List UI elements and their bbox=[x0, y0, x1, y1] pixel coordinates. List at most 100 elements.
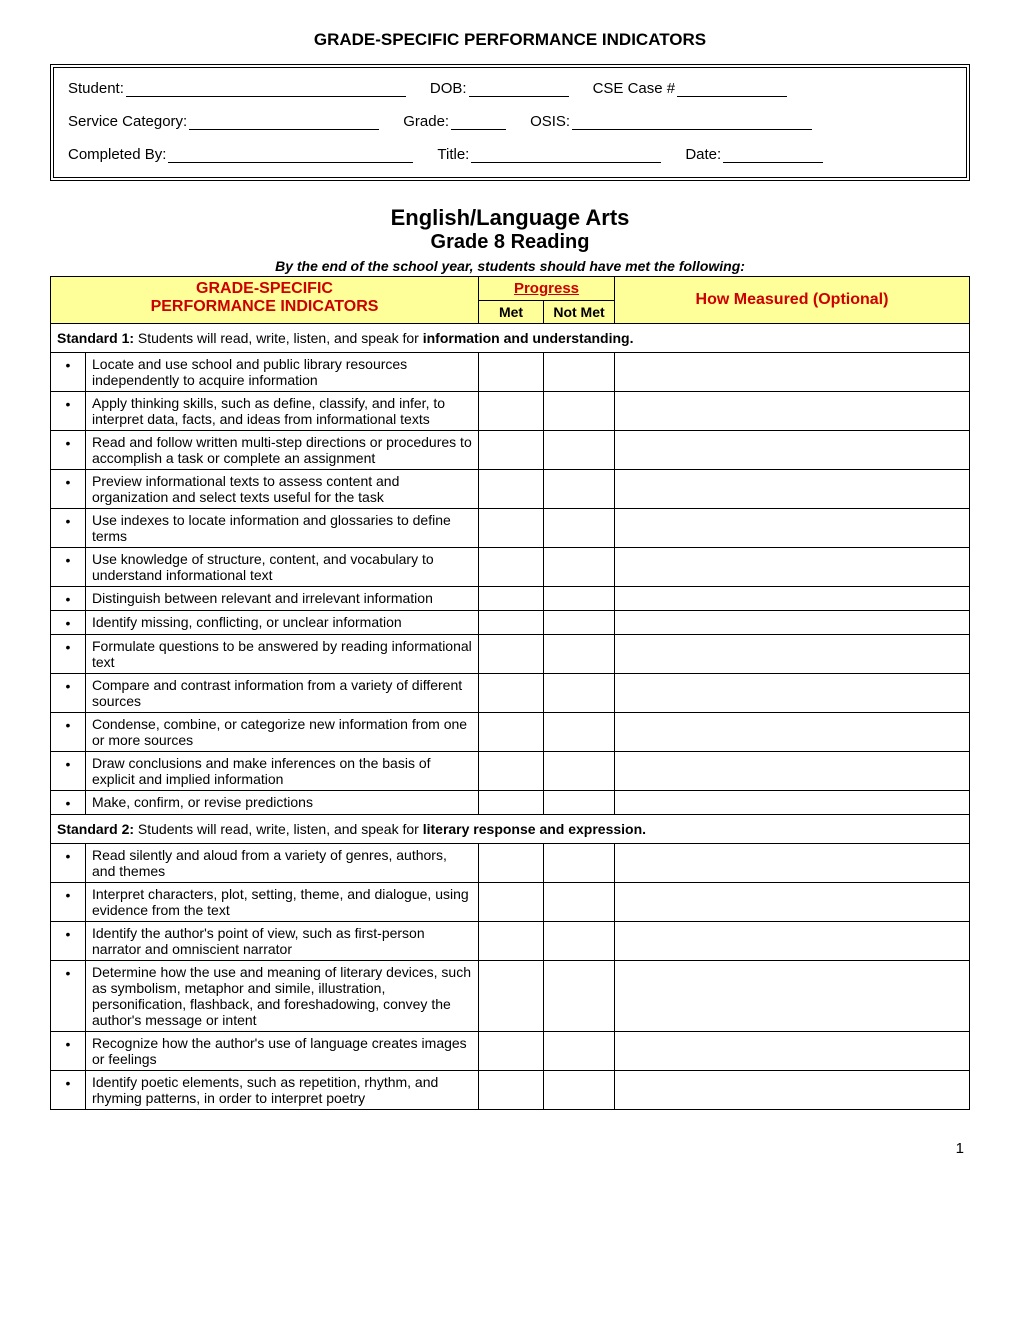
met-cell[interactable] bbox=[479, 392, 544, 431]
blank-line[interactable] bbox=[572, 129, 812, 130]
info-label: Student: bbox=[68, 80, 124, 97]
not-met-cell[interactable] bbox=[544, 587, 615, 611]
indicator-text: Identify poetic elements, such as repeti… bbox=[86, 1071, 479, 1110]
met-cell[interactable] bbox=[479, 961, 544, 1032]
not-met-cell[interactable] bbox=[544, 922, 615, 961]
measured-cell[interactable] bbox=[615, 1032, 970, 1071]
bullet-icon bbox=[51, 1071, 86, 1110]
not-met-cell[interactable] bbox=[544, 509, 615, 548]
info-label: Completed By: bbox=[68, 146, 166, 163]
subject-title: English/Language Arts bbox=[50, 205, 970, 231]
not-met-cell[interactable] bbox=[544, 674, 615, 713]
blank-line[interactable] bbox=[469, 96, 569, 97]
indicator-text: Apply thinking skills, such as define, c… bbox=[86, 392, 479, 431]
blank-line[interactable] bbox=[126, 96, 406, 97]
indicator-row: Interpret characters, plot, setting, the… bbox=[51, 883, 970, 922]
measured-cell[interactable] bbox=[615, 752, 970, 791]
measured-cell[interactable] bbox=[615, 844, 970, 883]
measured-cell[interactable] bbox=[615, 392, 970, 431]
met-cell[interactable] bbox=[479, 353, 544, 392]
met-cell[interactable] bbox=[479, 1071, 544, 1110]
bullet-icon bbox=[51, 844, 86, 883]
not-met-cell[interactable] bbox=[544, 1032, 615, 1071]
not-met-cell[interactable] bbox=[544, 611, 615, 635]
not-met-cell[interactable] bbox=[544, 1071, 615, 1110]
met-cell[interactable] bbox=[479, 509, 544, 548]
met-cell[interactable] bbox=[479, 752, 544, 791]
blank-line[interactable] bbox=[189, 129, 379, 130]
met-cell[interactable] bbox=[479, 431, 544, 470]
measured-cell[interactable] bbox=[615, 470, 970, 509]
measured-cell[interactable] bbox=[615, 431, 970, 470]
measured-cell[interactable] bbox=[615, 611, 970, 635]
bullet-icon bbox=[51, 587, 86, 611]
met-cell[interactable] bbox=[479, 713, 544, 752]
measured-cell[interactable] bbox=[615, 587, 970, 611]
not-met-cell[interactable] bbox=[544, 791, 615, 815]
measured-cell[interactable] bbox=[615, 883, 970, 922]
indicator-row: Identify the author's point of view, suc… bbox=[51, 922, 970, 961]
met-cell[interactable] bbox=[479, 844, 544, 883]
met-cell[interactable] bbox=[479, 587, 544, 611]
not-met-cell[interactable] bbox=[544, 353, 615, 392]
not-met-cell[interactable] bbox=[544, 713, 615, 752]
bullet-icon bbox=[51, 1032, 86, 1071]
indicator-text: Identify the author's point of view, suc… bbox=[86, 922, 479, 961]
met-cell[interactable] bbox=[479, 635, 544, 674]
met-cell[interactable] bbox=[479, 470, 544, 509]
indicator-row: Read silently and aloud from a variety o… bbox=[51, 844, 970, 883]
not-met-cell[interactable] bbox=[544, 470, 615, 509]
standard-title: Standard 1: Students will read, write, l… bbox=[51, 324, 970, 353]
measured-cell[interactable] bbox=[615, 961, 970, 1032]
not-met-cell[interactable] bbox=[544, 752, 615, 791]
measured-cell[interactable] bbox=[615, 922, 970, 961]
not-met-cell[interactable] bbox=[544, 392, 615, 431]
met-cell[interactable] bbox=[479, 883, 544, 922]
blank-line[interactable] bbox=[168, 162, 413, 163]
indicator-text: Interpret characters, plot, setting, the… bbox=[86, 883, 479, 922]
info-label: Service Category: bbox=[68, 113, 187, 130]
measured-cell[interactable] bbox=[615, 548, 970, 587]
blank-line[interactable] bbox=[723, 162, 823, 163]
page-title: GRADE-SPECIFIC PERFORMANCE INDICATORS bbox=[50, 30, 970, 50]
not-met-cell[interactable] bbox=[544, 844, 615, 883]
info-label: CSE Case # bbox=[593, 80, 676, 97]
not-met-cell[interactable] bbox=[544, 548, 615, 587]
indicator-row: Preview informational texts to assess co… bbox=[51, 470, 970, 509]
indicator-text: Condense, combine, or categorize new inf… bbox=[86, 713, 479, 752]
header-progress: Progress bbox=[479, 277, 615, 301]
met-cell[interactable] bbox=[479, 548, 544, 587]
not-met-cell[interactable] bbox=[544, 961, 615, 1032]
indicator-text: Draw conclusions and make inferences on … bbox=[86, 752, 479, 791]
info-row-3: Completed By:Title:Date: bbox=[68, 146, 952, 163]
blank-line[interactable] bbox=[677, 96, 787, 97]
indicator-text: Locate and use school and public library… bbox=[86, 353, 479, 392]
header-met: Met bbox=[479, 301, 544, 324]
indicator-row: Determine how the use and meaning of lit… bbox=[51, 961, 970, 1032]
section-header: English/Language Arts Grade 8 Reading bbox=[50, 205, 970, 254]
measured-cell[interactable] bbox=[615, 1071, 970, 1110]
measured-cell[interactable] bbox=[615, 791, 970, 815]
not-met-cell[interactable] bbox=[544, 431, 615, 470]
met-cell[interactable] bbox=[479, 1032, 544, 1071]
bullet-icon bbox=[51, 635, 86, 674]
info-item: Grade: bbox=[403, 113, 506, 130]
measured-cell[interactable] bbox=[615, 713, 970, 752]
info-label: Grade: bbox=[403, 113, 449, 130]
intro-text: By the end of the school year, students … bbox=[50, 258, 970, 274]
indicator-text: Preview informational texts to assess co… bbox=[86, 470, 479, 509]
blank-line[interactable] bbox=[451, 129, 506, 130]
not-met-cell[interactable] bbox=[544, 635, 615, 674]
measured-cell[interactable] bbox=[615, 509, 970, 548]
info-item: Service Category: bbox=[68, 113, 379, 130]
met-cell[interactable] bbox=[479, 791, 544, 815]
met-cell[interactable] bbox=[479, 922, 544, 961]
not-met-cell[interactable] bbox=[544, 883, 615, 922]
measured-cell[interactable] bbox=[615, 353, 970, 392]
indicator-row: Make, confirm, or revise predictions bbox=[51, 791, 970, 815]
met-cell[interactable] bbox=[479, 674, 544, 713]
measured-cell[interactable] bbox=[615, 674, 970, 713]
met-cell[interactable] bbox=[479, 611, 544, 635]
blank-line[interactable] bbox=[471, 162, 661, 163]
measured-cell[interactable] bbox=[615, 635, 970, 674]
